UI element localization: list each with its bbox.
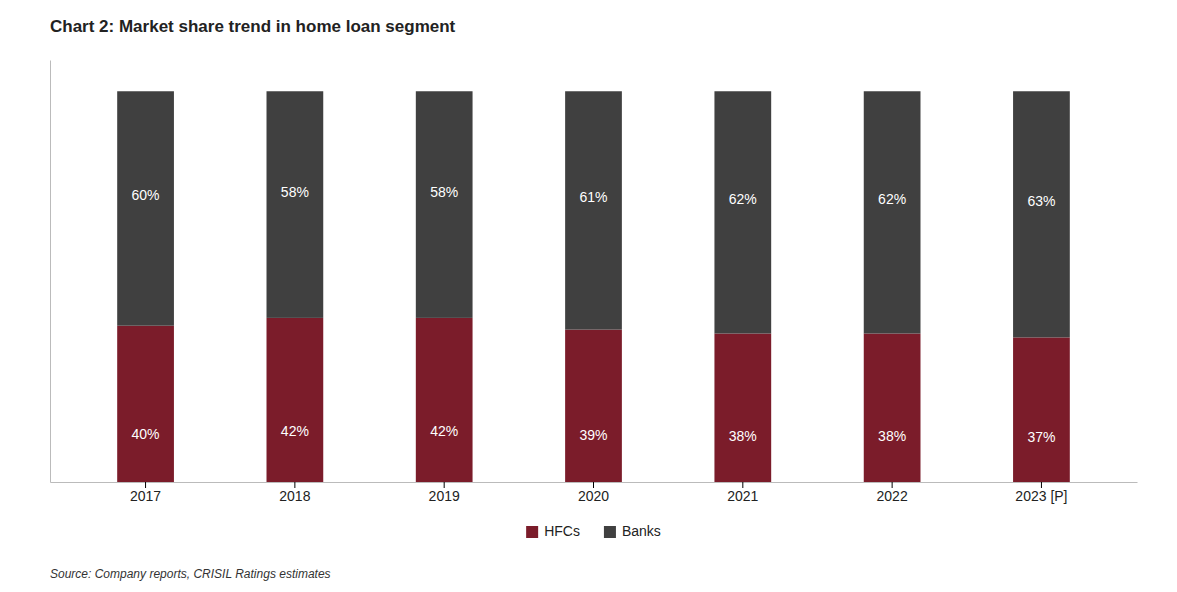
bars (117, 91, 1070, 482)
y-axis-line (50, 61, 51, 483)
x-tick-label: 2019 (429, 488, 460, 504)
bar (565, 330, 622, 482)
data-label: 40% (132, 426, 160, 442)
source-note: Source: Company reports, CRISIL Ratings … (50, 567, 331, 581)
x-tick-label: 2023 [P] (1015, 488, 1067, 504)
plot: 40% 42% 42% 39% 38% 38% 37% 60% 58% 58% 61% 62% 62% 6… (51, 61, 1138, 504)
bar (1013, 337, 1070, 482)
x-tick-label: 2017 (130, 488, 161, 504)
data-label: 37% (1027, 429, 1055, 445)
bar (267, 91, 324, 318)
data-label: 61% (579, 189, 607, 205)
y-axis (50, 61, 51, 483)
x-tick-label: 2022 (877, 488, 908, 504)
bar (117, 326, 174, 482)
x-tick: 2017 (130, 482, 161, 504)
x-tick: 2019 (429, 482, 460, 504)
bar (267, 318, 324, 482)
legend-swatch (604, 526, 616, 538)
legend-swatch (526, 526, 538, 538)
bar (416, 91, 473, 318)
bar (714, 334, 771, 482)
legend-item: Banks (604, 523, 661, 539)
data-label: 58% (430, 184, 458, 200)
data-label: 58% (281, 184, 309, 200)
data-label: 42% (281, 423, 309, 439)
x-tick: 2020 (578, 482, 609, 504)
legend-item: HFCs (526, 523, 580, 539)
x-tick: 2018 (279, 482, 310, 504)
bar (714, 91, 771, 333)
x-tick-label: 2020 (578, 488, 609, 504)
title: Chart 2: Market share trend in home loan… (50, 17, 456, 36)
x-tick-label: 2021 (727, 488, 758, 504)
x-tick-label: 2018 (279, 488, 310, 504)
data-label: 39% (579, 427, 607, 443)
x-tick: 2022 (877, 482, 908, 504)
legend: HFCs Banks (526, 523, 661, 539)
bar (416, 318, 473, 482)
bar (565, 91, 622, 329)
chart: Chart 2: Market share trend in home loan… (0, 0, 1177, 592)
data-label: 62% (878, 191, 906, 207)
bar (1013, 91, 1070, 337)
data-label: 38% (729, 428, 757, 444)
data-label: 63% (1027, 193, 1055, 209)
bar (117, 91, 174, 325)
legend-label: Banks (622, 523, 661, 539)
x-tick: 2021 (727, 482, 758, 504)
legend-label: HFCs (544, 523, 580, 539)
data-labels: 40% 42% 42% 39% 38% 38% 37% 60% 58% 58% 61% 62% 62% 6… (132, 184, 1056, 445)
bar (864, 334, 921, 482)
data-label: 62% (729, 191, 757, 207)
data-label: 60% (132, 187, 160, 203)
bar (864, 91, 921, 333)
x-axis: 2017 2018 2019 2020 2021 2022 2023 [P] (51, 482, 1138, 504)
data-label: 38% (878, 428, 906, 444)
data-label: 42% (430, 423, 458, 439)
x-tick: 2023 [P] (1015, 482, 1067, 504)
